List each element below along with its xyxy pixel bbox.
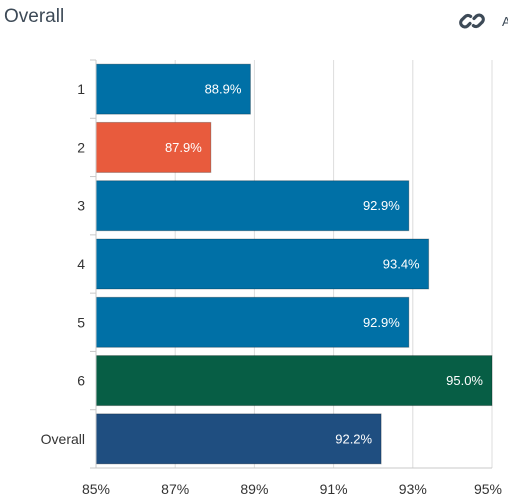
bar [95, 296, 410, 348]
category-label: 2 [77, 139, 85, 155]
bar [95, 355, 493, 407]
bar-data-label: 93.4% [383, 257, 420, 272]
bar [95, 238, 430, 290]
category-label: Overall [41, 431, 85, 447]
page-title: Overall [4, 6, 65, 27]
x-tick-label: 85% [82, 481, 110, 497]
category-label: 3 [77, 198, 85, 214]
truncated-label: A [502, 14, 508, 29]
bar [95, 180, 410, 232]
x-tick-label: 95% [474, 481, 502, 497]
x-tick-label: 89% [240, 481, 268, 497]
category-label: 6 [77, 373, 85, 389]
bar-data-label: 87.9% [165, 140, 202, 155]
bar-data-label: 88.9% [205, 82, 242, 97]
category-label: 4 [77, 256, 85, 272]
category-label: 5 [77, 314, 85, 330]
bar-data-label: 95.0% [446, 373, 483, 388]
x-tick-label: 87% [161, 481, 189, 497]
x-tick-label: 91% [320, 481, 348, 497]
bar-data-label: 92.9% [363, 198, 400, 213]
bar-data-label: 92.2% [335, 431, 372, 446]
link-icon[interactable] [457, 9, 487, 33]
x-tick-label: 93% [399, 481, 427, 497]
category-label: 1 [77, 81, 85, 97]
bar-data-label: 92.9% [363, 315, 400, 330]
